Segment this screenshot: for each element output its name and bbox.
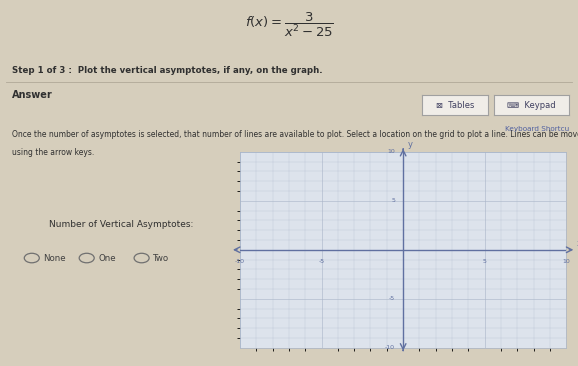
- Text: Two: Two: [153, 254, 169, 262]
- Text: Once the number of asymptotes is selected, that number of lines are available to: Once the number of asymptotes is selecte…: [12, 130, 578, 139]
- Text: -10: -10: [385, 345, 395, 350]
- Text: 5: 5: [483, 259, 487, 264]
- Text: One: One: [98, 254, 116, 262]
- Text: Answer: Answer: [12, 90, 53, 100]
- Text: ⌨  Keypad: ⌨ Keypad: [507, 101, 556, 110]
- Text: 10: 10: [562, 259, 570, 264]
- Text: ⊠  Tables: ⊠ Tables: [436, 101, 475, 110]
- Text: Number of Vertical Asymptotes:: Number of Vertical Asymptotes:: [49, 220, 194, 229]
- Text: -5: -5: [389, 296, 395, 301]
- Text: -10: -10: [235, 259, 245, 264]
- Text: Step 1 of 3 :  Plot the vertical asymptotes, if any, on the graph.: Step 1 of 3 : Plot the vertical asymptot…: [12, 66, 322, 75]
- Text: None: None: [43, 254, 66, 262]
- Text: Keyboard Shortcu: Keyboard Shortcu: [505, 126, 569, 132]
- Text: Enable Zoom/Pan: Enable Zoom/Pan: [383, 157, 456, 166]
- Text: -5: -5: [318, 259, 325, 264]
- Text: x: x: [577, 239, 578, 248]
- Text: 5: 5: [391, 198, 395, 203]
- Text: $f(x) = \dfrac{3}{x^2 - 25}$: $f(x) = \dfrac{3}{x^2 - 25}$: [244, 11, 334, 39]
- Text: y: y: [408, 139, 413, 149]
- Text: 10: 10: [387, 149, 395, 154]
- Text: using the arrow keys.: using the arrow keys.: [12, 148, 94, 157]
